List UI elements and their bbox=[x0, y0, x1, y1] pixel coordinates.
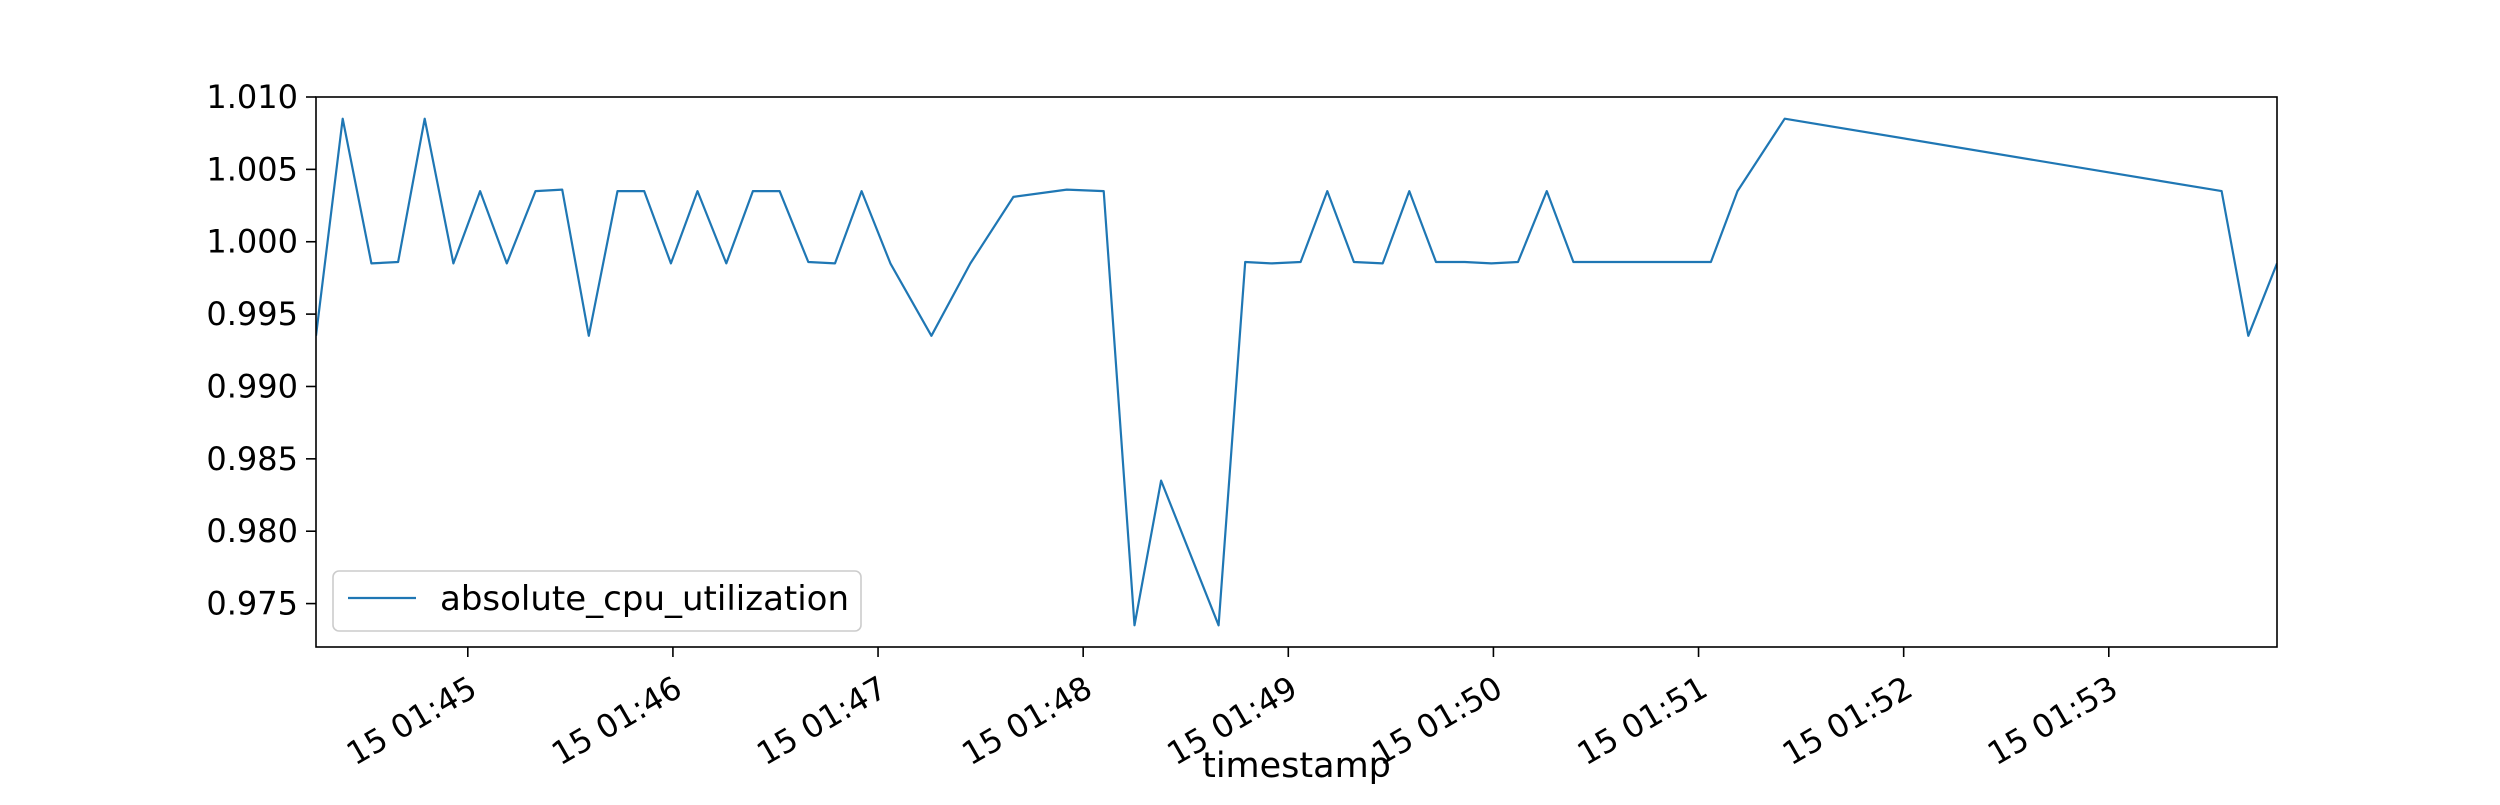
x-tick-label: 15 01:46 bbox=[545, 668, 688, 772]
y-tick-label: 0.975 bbox=[206, 585, 298, 623]
series-line-absolute_cpu_utilization bbox=[316, 117, 2277, 627]
y-tick-label: 0.995 bbox=[206, 295, 298, 333]
y-tick-label: 0.980 bbox=[206, 512, 298, 550]
y-tick-label: 1.005 bbox=[206, 150, 298, 188]
x-tick-label: 15 01:53 bbox=[1981, 668, 2124, 772]
y-axis: 0.975 0.980 0.985 0.990 0.995 1.000 1.005 1.010 bbox=[206, 78, 316, 623]
x-axis-title: timestamp bbox=[1202, 746, 1391, 786]
legend-label: absolute_cpu_utilization bbox=[440, 579, 849, 619]
legend-box bbox=[332, 570, 862, 632]
x-tick-label: 15 01:51 bbox=[1571, 668, 1714, 772]
y-tick-label: 0.990 bbox=[206, 367, 298, 405]
plot-frame bbox=[315, 96, 2278, 648]
x-tick-label: 15 01:47 bbox=[750, 668, 893, 772]
legend: absolute_cpu_utilization bbox=[332, 570, 862, 632]
y-tick-label: 1.010 bbox=[206, 78, 298, 116]
y-tick-label: 0.985 bbox=[206, 440, 298, 478]
y-tick-label: 1.000 bbox=[206, 223, 298, 261]
x-tick-label: 15 01:52 bbox=[1776, 668, 1919, 772]
x-tick-label: 15 01:48 bbox=[955, 668, 1098, 772]
series-layer bbox=[316, 117, 2277, 627]
x-tick-label: 15 01:45 bbox=[340, 668, 483, 772]
